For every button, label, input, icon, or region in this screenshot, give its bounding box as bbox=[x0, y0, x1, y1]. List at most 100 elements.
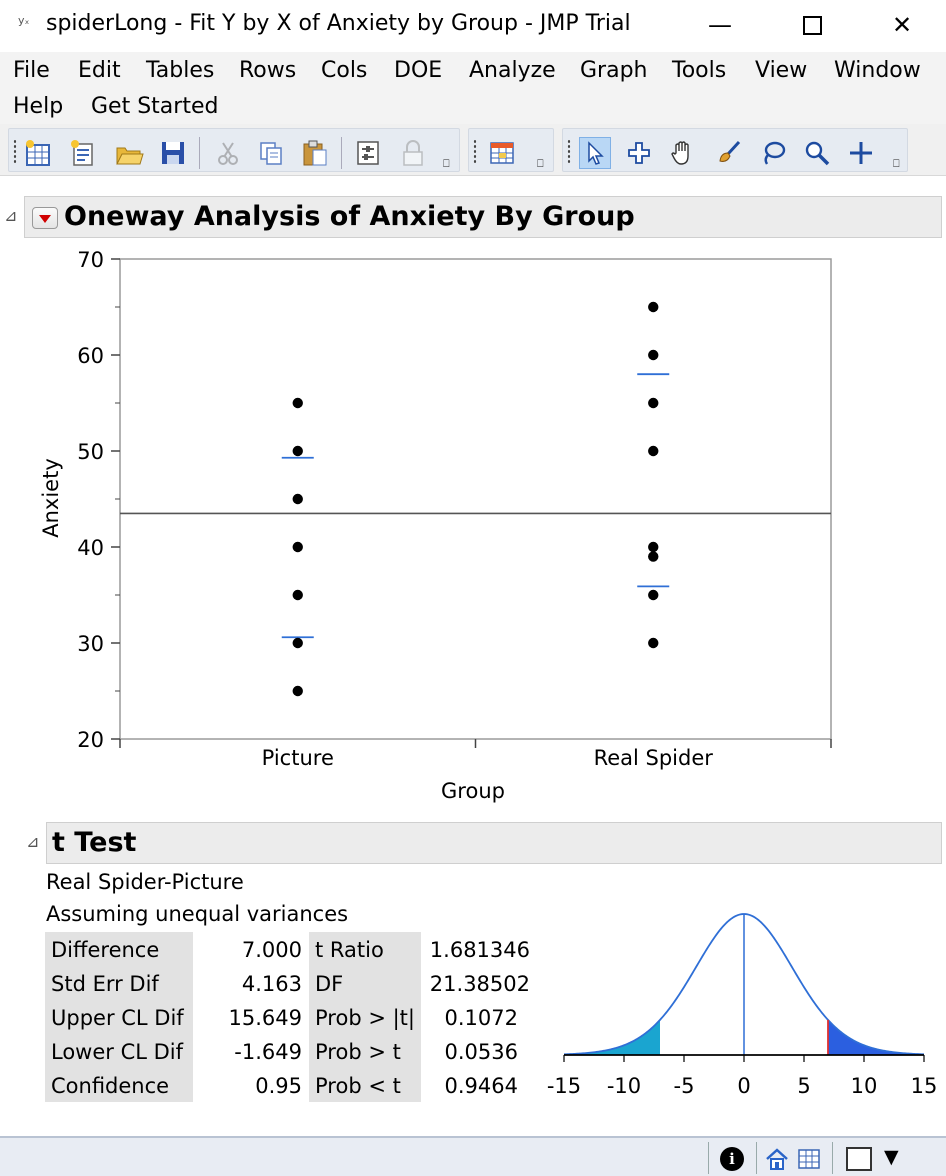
data-grid-button[interactable] bbox=[486, 137, 518, 169]
menu-file[interactable]: File bbox=[13, 58, 50, 83]
cut-icon bbox=[218, 142, 238, 165]
ttest-disclosure-icon[interactable]: ⊿ bbox=[26, 832, 40, 851]
close-icon: ✕ bbox=[891, 11, 913, 39]
y-tick-label: 70 bbox=[77, 248, 104, 272]
ttest-label-df: DF bbox=[315, 972, 344, 996]
ttest-value-prob-abs: 0.1072 bbox=[444, 1006, 518, 1030]
toolbar-overflow-icon[interactable]: ⎕ bbox=[443, 157, 450, 170]
toolbar-grip-icon[interactable] bbox=[473, 139, 477, 165]
t-distribution-plot: -15 -10 -5 0 5 10 15 bbox=[547, 913, 938, 1098]
maximize-button[interactable] bbox=[766, 0, 858, 50]
menu-help[interactable]: Help bbox=[13, 94, 64, 119]
x-tick-label: Real Spider bbox=[594, 746, 714, 770]
paste-icon bbox=[303, 140, 327, 166]
data-point bbox=[648, 301, 659, 313]
view-toolbar-group: ⎕ bbox=[468, 128, 554, 172]
new-script-button[interactable] bbox=[67, 137, 99, 169]
arrow-icon bbox=[588, 141, 604, 165]
new-data-table-icon bbox=[26, 140, 50, 166]
data-table-icon[interactable] bbox=[796, 1146, 822, 1172]
red-triangle-menu-icon[interactable] bbox=[32, 207, 58, 229]
open-icon bbox=[116, 147, 144, 165]
data-point bbox=[648, 445, 659, 457]
magnifier-tool-button[interactable] bbox=[801, 137, 833, 169]
open-button[interactable] bbox=[113, 137, 145, 169]
menu-doe[interactable]: DOE bbox=[394, 58, 443, 83]
crosshair-tool-button[interactable] bbox=[623, 137, 655, 169]
home-icon[interactable] bbox=[764, 1146, 790, 1172]
toolbar-divider bbox=[199, 137, 200, 169]
y-tick-label: 40 bbox=[77, 536, 104, 560]
window-select-icon[interactable] bbox=[846, 1147, 872, 1171]
status-divider bbox=[708, 1142, 709, 1174]
set-params-icon bbox=[357, 141, 379, 165]
maximize-icon bbox=[802, 15, 822, 35]
ttest-label-prob-gt: Prob > t bbox=[315, 1040, 401, 1064]
oneway-outline-header bbox=[24, 196, 942, 238]
ttest-value-std-err: 4.163 bbox=[241, 972, 302, 996]
ttest-label-lower-cl: Lower CL Dif bbox=[51, 1040, 184, 1064]
menu-graph[interactable]: Graph bbox=[580, 58, 648, 83]
menu-cols[interactable]: Cols bbox=[321, 58, 368, 83]
menu-view[interactable]: View bbox=[755, 58, 808, 83]
menu-tools[interactable]: Tools bbox=[672, 58, 727, 83]
ttest-assumption: Assuming unequal variances bbox=[46, 902, 349, 926]
left-tail-area bbox=[564, 1019, 660, 1055]
brush-icon bbox=[719, 140, 741, 162]
close-button[interactable]: ✕ bbox=[858, 0, 946, 50]
hand-tool-button[interactable] bbox=[667, 137, 699, 169]
info-icon[interactable]: i bbox=[720, 1147, 744, 1171]
arrow-tool-button[interactable] bbox=[579, 137, 611, 169]
y-tick-label: 50 bbox=[77, 440, 104, 464]
lock-button[interactable] bbox=[397, 137, 429, 169]
data-point bbox=[292, 541, 303, 553]
file-toolbar-group: ⎕ bbox=[8, 128, 460, 172]
data-point bbox=[648, 637, 659, 649]
brush-tool-button[interactable] bbox=[713, 137, 745, 169]
set-params-button[interactable] bbox=[352, 137, 384, 169]
ttest-label-prob-abs: Prob > |t| bbox=[315, 1006, 415, 1030]
menu-tables[interactable]: Tables bbox=[146, 58, 215, 83]
lasso-tool-button[interactable] bbox=[757, 137, 789, 169]
lasso-icon bbox=[764, 141, 786, 165]
y-axis-label: Anxiety bbox=[39, 458, 63, 538]
x-tick-label: Picture bbox=[262, 746, 334, 770]
plot-frame bbox=[119, 258, 832, 740]
new-data-table-button[interactable] bbox=[23, 137, 55, 169]
paste-button[interactable] bbox=[299, 137, 331, 169]
menu-window[interactable]: Window bbox=[834, 58, 921, 83]
save-button[interactable] bbox=[157, 137, 189, 169]
x-tick-label: 15 bbox=[911, 1074, 938, 1098]
window-title: spiderLong - Fit Y by X of Anxiety by Gr… bbox=[46, 11, 631, 36]
menu-edit[interactable]: Edit bbox=[78, 58, 121, 83]
ttest-label-upper-cl: Upper CL Dif bbox=[51, 1006, 184, 1030]
title-bar: yₓ spiderLong - Fit Y by X of Anxiety by… bbox=[0, 0, 946, 50]
window-dropdown-icon[interactable]: ▼ bbox=[884, 1146, 899, 1168]
toolbar-overflow-icon[interactable]: ⎕ bbox=[893, 157, 900, 170]
toolbar-grip-icon[interactable] bbox=[567, 139, 571, 165]
copy-button[interactable] bbox=[255, 137, 287, 169]
data-point bbox=[292, 589, 303, 601]
cut-button[interactable] bbox=[212, 137, 244, 169]
new-script-icon bbox=[71, 140, 93, 166]
lock-icon bbox=[403, 140, 423, 166]
menu-get-started[interactable]: Get Started bbox=[91, 94, 219, 119]
ttest-label-prob-lt: Prob < t bbox=[315, 1074, 401, 1098]
left-label-column-shade bbox=[45, 932, 193, 1102]
data-point bbox=[648, 397, 659, 409]
magnifier-icon bbox=[805, 141, 830, 166]
menu-analyze[interactable]: Analyze bbox=[469, 58, 556, 83]
copy-icon bbox=[260, 142, 282, 165]
oneway-disclosure-icon[interactable]: ⊿ bbox=[4, 206, 18, 225]
right-tail-area bbox=[828, 1019, 924, 1055]
plus-icon bbox=[850, 142, 872, 164]
minimize-button[interactable]: — bbox=[674, 0, 766, 50]
plus-tool-button[interactable] bbox=[845, 137, 877, 169]
status-divider bbox=[756, 1142, 757, 1174]
toolbar-grip-icon[interactable] bbox=[13, 139, 17, 165]
menu-rows[interactable]: Rows bbox=[239, 58, 297, 83]
toolbar-overflow-icon[interactable]: ⎕ bbox=[537, 157, 544, 170]
save-icon bbox=[162, 142, 184, 164]
ttest-title: t Test bbox=[52, 827, 137, 858]
x-axis-label: Group bbox=[441, 779, 505, 803]
